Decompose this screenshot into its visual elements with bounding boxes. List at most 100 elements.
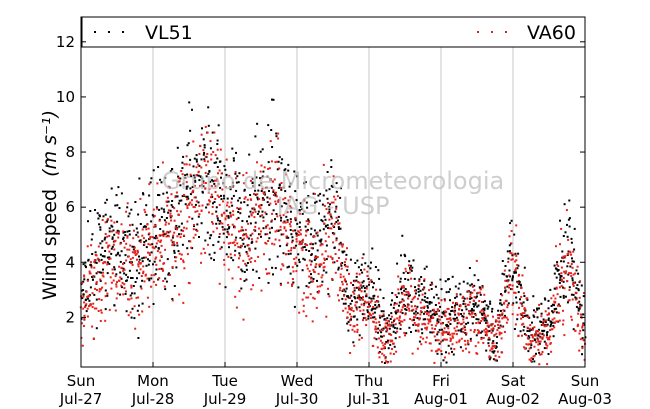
data-point	[104, 233, 107, 235]
data-point	[254, 193, 257, 196]
data-point	[325, 244, 328, 247]
data-point	[565, 270, 568, 273]
data-point	[82, 295, 85, 298]
data-point	[277, 199, 280, 201]
data-point	[579, 306, 582, 309]
data-point	[366, 275, 369, 277]
data-point	[577, 289, 580, 292]
data-point	[335, 221, 338, 224]
data-point	[306, 244, 309, 247]
data-point	[418, 294, 421, 297]
data-point	[415, 323, 418, 326]
data-point	[544, 321, 547, 324]
data-point	[451, 343, 454, 346]
data-point	[423, 286, 426, 289]
data-point	[315, 232, 318, 235]
data-point	[361, 281, 364, 284]
data-point	[195, 154, 198, 157]
data-point	[493, 325, 496, 327]
data-point	[108, 250, 111, 253]
data-point	[558, 281, 561, 284]
data-point	[316, 231, 319, 234]
data-point	[397, 292, 400, 295]
data-point	[401, 298, 404, 301]
data-point	[278, 239, 281, 242]
data-point	[547, 319, 550, 321]
data-point	[122, 231, 125, 234]
data-point	[298, 212, 301, 215]
data-point	[331, 258, 334, 261]
legend: VL51 VA60	[81, 16, 586, 48]
data-point	[490, 347, 493, 350]
data-point	[142, 272, 145, 275]
data-point	[338, 248, 341, 251]
data-point	[228, 205, 231, 208]
data-point	[411, 298, 414, 301]
data-point	[189, 193, 192, 196]
data-point	[465, 332, 468, 335]
data-point	[474, 312, 477, 315]
data-point	[474, 302, 477, 305]
data-point	[221, 188, 224, 191]
data-point	[393, 318, 396, 321]
data-point	[520, 286, 522, 289]
data-point	[564, 272, 567, 275]
data-point	[356, 331, 359, 333]
data-point	[296, 175, 299, 178]
data-point	[156, 207, 159, 210]
data-point	[289, 218, 292, 221]
data-point	[413, 321, 416, 324]
data-point	[363, 287, 366, 289]
data-point	[173, 207, 176, 210]
data-point	[418, 317, 421, 320]
data-point	[569, 265, 572, 268]
x-tick-day: Fri	[432, 372, 450, 390]
data-point	[245, 234, 248, 237]
data-point	[554, 301, 557, 304]
data-point	[557, 269, 560, 271]
data-point	[471, 285, 474, 288]
data-point	[207, 243, 209, 246]
data-point	[82, 280, 85, 283]
data-point	[437, 321, 440, 324]
data-point	[106, 292, 109, 295]
data-point	[379, 339, 382, 342]
data-point	[462, 315, 465, 318]
data-point	[507, 257, 510, 260]
data-point	[582, 322, 585, 325]
data-point	[131, 263, 134, 266]
data-point	[157, 166, 160, 168]
data-point	[201, 191, 204, 194]
data-point	[343, 250, 346, 253]
data-point	[193, 184, 196, 187]
data-point	[320, 219, 323, 222]
data-point	[194, 203, 197, 206]
data-point	[186, 204, 189, 207]
data-point	[266, 201, 269, 204]
data-point	[345, 253, 348, 256]
data-point	[527, 343, 530, 346]
data-point	[104, 221, 107, 224]
data-point	[271, 226, 273, 229]
data-point	[165, 221, 168, 224]
data-point	[289, 182, 292, 185]
data-point	[536, 338, 539, 341]
data-point	[320, 263, 323, 266]
data-point	[411, 266, 414, 269]
data-point	[240, 201, 243, 204]
data-point	[213, 258, 215, 261]
data-point	[414, 292, 417, 295]
data-point	[151, 243, 154, 246]
data-point	[533, 360, 536, 363]
data-point	[440, 316, 443, 318]
data-point	[289, 272, 292, 275]
data-point	[283, 202, 286, 204]
data-point	[83, 301, 86, 304]
data-point	[467, 290, 470, 293]
data-point	[365, 285, 368, 288]
data-point	[207, 106, 210, 109]
data-point	[129, 294, 132, 297]
data-point	[414, 305, 416, 308]
data-point	[254, 229, 257, 232]
data-point	[295, 234, 298, 237]
